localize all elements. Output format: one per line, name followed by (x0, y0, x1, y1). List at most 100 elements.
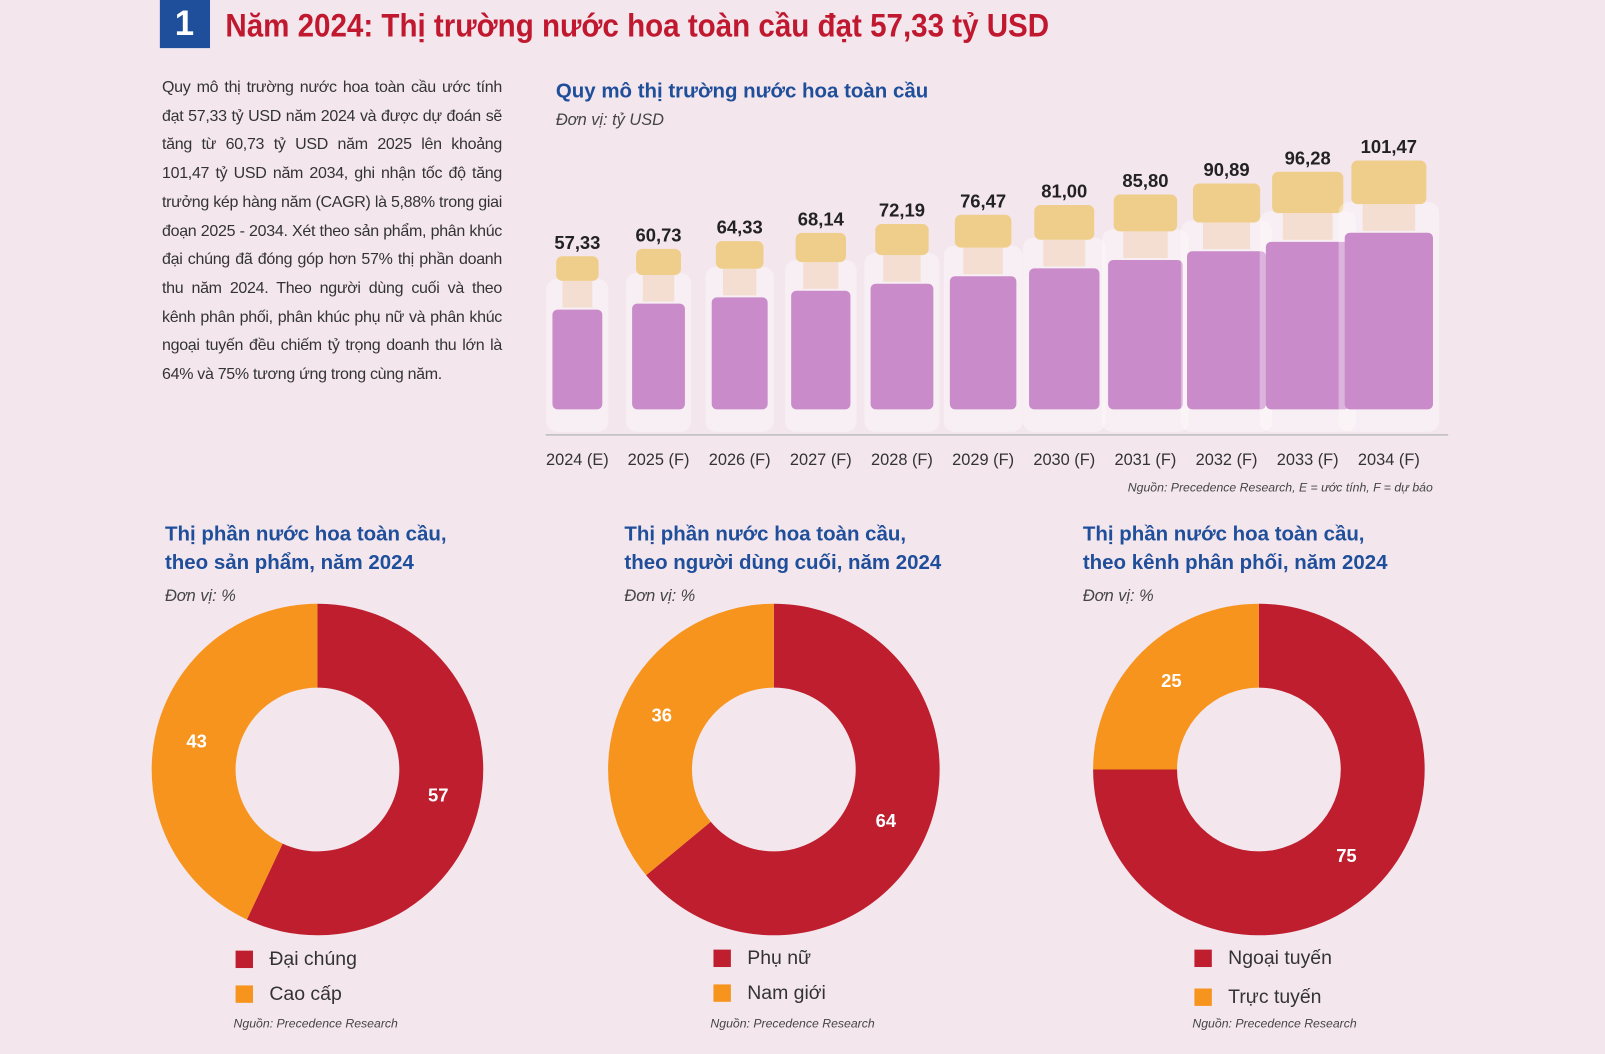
value-label: 96,28 (1285, 147, 1331, 168)
value-label: 76,47 (960, 190, 1006, 211)
bar (552, 309, 603, 410)
cork (1192, 183, 1261, 223)
bar (791, 290, 851, 410)
source-note: Nguồn: Precedence Research, E = ước tính… (1128, 480, 1433, 494)
bar (632, 303, 685, 410)
cork (636, 248, 681, 276)
value-label: 101,47 (1361, 136, 1417, 157)
cork (556, 256, 599, 281)
legend-swatch (235, 985, 253, 1003)
bottle-neck (642, 275, 675, 302)
donut-segment (151, 603, 318, 920)
value-label: 85,80 (1122, 170, 1168, 191)
chart-title: theo kênh phân phối, năm 2024 (1083, 551, 1388, 574)
source-note: Nguồn: Precedence Research (710, 1017, 875, 1031)
value-label: 25 (1161, 670, 1181, 691)
bottle-neck (562, 280, 593, 308)
source-note: Nguồn: Precedence Research (234, 1017, 399, 1031)
legend-label: Đại chúng (269, 948, 357, 970)
x-tick-label: 2027 (F) (790, 451, 852, 469)
legend-swatch (235, 950, 253, 969)
bottle-neck (1203, 222, 1251, 250)
bottle-neck (1043, 239, 1086, 267)
number-box (159, 0, 211, 49)
bottle-neck (803, 262, 839, 289)
x-tick-label: 2024 (E) (546, 451, 609, 469)
value-label: 68,14 (798, 208, 845, 229)
cork (875, 224, 929, 256)
bottle-neck (1282, 213, 1333, 240)
cork (954, 214, 1012, 248)
cork (715, 241, 764, 269)
bar (1265, 241, 1350, 410)
legend-label: Nam giới (747, 982, 826, 1004)
legend-swatch (1194, 988, 1212, 1006)
x-tick-label: 2026 (F) (709, 451, 771, 469)
bar (711, 297, 768, 410)
bar (1029, 268, 1100, 410)
chart-title: Quy mô thị trường nước hoa toàn cầu (556, 80, 928, 103)
legend-swatch (713, 984, 731, 1002)
value-label: 81,00 (1041, 181, 1087, 202)
donut-segment (1093, 603, 1425, 936)
x-tick-label: 2029 (F) (952, 451, 1014, 469)
chart-subtitle: Đơn vị: tỷ USD (556, 111, 664, 129)
x-tick-label: 2034 (F) (1358, 451, 1420, 469)
cork (1351, 160, 1427, 205)
x-tick-label: 2031 (F) (1114, 451, 1176, 469)
cork (1034, 204, 1095, 240)
bar (1108, 260, 1183, 410)
value-label: 57 (428, 784, 448, 805)
value-label: 90,89 (1204, 159, 1250, 180)
value-label: 60,73 (635, 225, 681, 246)
value-label: 36 (652, 705, 672, 726)
donut-segment (608, 603, 774, 876)
bar (870, 283, 934, 410)
bar (949, 276, 1017, 410)
source-note: Nguồn: Precedence Research (1192, 1017, 1357, 1031)
chart-title: theo người dùng cuối, năm 2024 (624, 551, 941, 574)
x-tick-label: 2025 (F) (628, 451, 690, 469)
legend-swatch (713, 949, 731, 968)
legend-swatch (1194, 949, 1212, 968)
bottle-neck (1123, 231, 1168, 259)
value-label: 75 (1336, 845, 1356, 866)
bottle-neck (723, 268, 757, 296)
donut-segment (246, 603, 484, 936)
bottle-neck (1362, 204, 1416, 231)
section-number: 1 (175, 5, 194, 43)
donut-segment (1093, 603, 1259, 770)
value-label: 72,19 (879, 200, 925, 221)
legend-label: Trực tuyến (1228, 986, 1321, 1008)
x-tick-label: 2032 (F) (1196, 451, 1258, 469)
value-label: 64 (876, 810, 897, 831)
page-title: Năm 2024: Thị trường nước hoa toàn cầu đ… (225, 6, 1049, 43)
legend-label: Phụ nữ (747, 947, 811, 969)
legend-label: Ngoại tuyến (1228, 947, 1332, 969)
bar (1187, 251, 1267, 410)
cork (795, 232, 847, 263)
x-tick-label: 2033 (F) (1277, 451, 1339, 469)
chart-title: Thị phần nước hoa toàn cầu, (165, 523, 447, 546)
value-label: 57,33 (554, 232, 600, 253)
value-label: 64,33 (717, 217, 763, 238)
cork (1272, 171, 1344, 214)
donut-segment (646, 603, 940, 936)
chart-subtitle: Đơn vị: % (1083, 587, 1154, 605)
value-label: 43 (186, 730, 206, 751)
bottle-neck (963, 247, 1003, 275)
x-tick-label: 2030 (F) (1033, 451, 1095, 469)
bottle-neck (883, 255, 921, 282)
x-tick-label: 2028 (F) (871, 451, 933, 469)
chart-title: Thị phần nước hoa toàn cầu, (1083, 523, 1365, 546)
chart-subtitle: Đơn vị: % (624, 587, 695, 605)
chart-title: Thị phần nước hoa toàn cầu, (624, 523, 906, 546)
chart-subtitle: Đơn vị: % (165, 587, 236, 605)
chart-title: theo sản phẩm, năm 2024 (165, 551, 415, 574)
intro-text: Quy mô thị trường nước hoa toàn cầu ước … (162, 79, 502, 384)
legend-label: Cao cấp (269, 983, 341, 1005)
bar (1344, 232, 1433, 410)
cork (1113, 194, 1178, 232)
